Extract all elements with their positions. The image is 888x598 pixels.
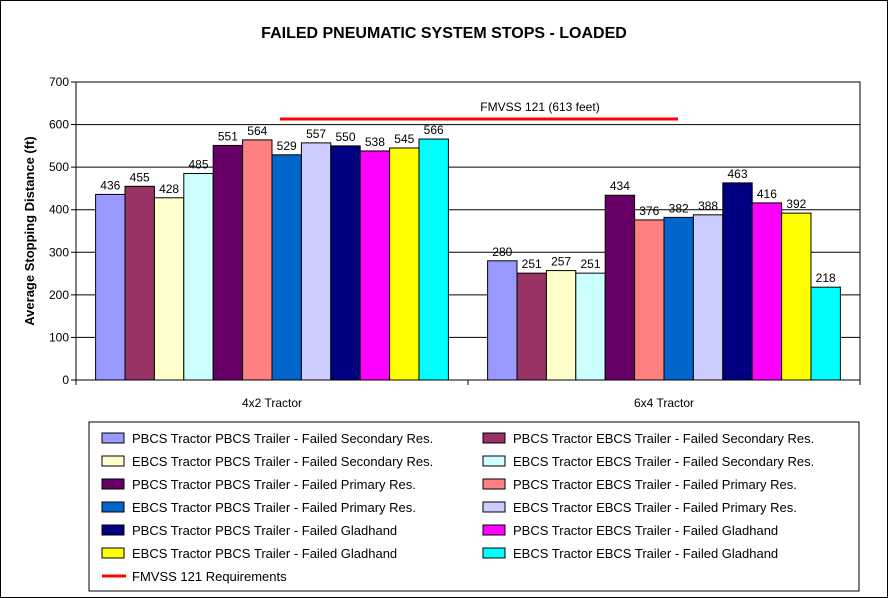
legend-entry: EBCS Tractor PBCS Trailer - Failed Prima… xyxy=(132,500,416,515)
axes-group: 0 100 200 300 400 500 600 700 4x2 Tractor 6x4 Tra… xyxy=(49,75,861,410)
data-label: 376 xyxy=(639,204,659,218)
data-label: 388 xyxy=(698,199,718,213)
bar xyxy=(516,272,547,381)
bar xyxy=(300,142,332,381)
bar xyxy=(95,193,126,381)
y-tick-label: 300 xyxy=(49,245,69,259)
data-label: 416 xyxy=(757,187,777,201)
data-label: 545 xyxy=(394,132,414,146)
data-label: 551 xyxy=(218,129,238,143)
legend-entry: PBCS Tractor EBCS Trailer - Failed Secon… xyxy=(513,431,814,446)
legend-swatch xyxy=(482,455,506,467)
data-label: 280 xyxy=(492,245,512,259)
data-label: 529 xyxy=(277,139,297,153)
legend-entry: FMVSS 121 Requirements xyxy=(132,569,287,584)
data-label: 455 xyxy=(130,170,150,184)
x-category-label: 6x4 Tractor xyxy=(634,396,694,410)
y-tick-label: 200 xyxy=(49,288,69,302)
y-tick-label: 500 xyxy=(49,160,69,174)
data-label: 251 xyxy=(522,257,542,271)
bar xyxy=(389,147,420,381)
legend-swatch xyxy=(482,547,506,559)
legend-entry: EBCS Tractor PBCS Trailer - Failed Secon… xyxy=(132,454,433,469)
bar xyxy=(183,173,214,381)
legend-entry: PBCS Tractor EBCS Trailer - Failed Gladh… xyxy=(513,523,778,538)
bar xyxy=(634,219,665,381)
data-label: 257 xyxy=(551,255,571,269)
reference-line-group: FMVSS 121 (613 feet) xyxy=(280,100,678,121)
bars-group: 436 455 428 485 551 564 529 557 550 538 545 566 280 2… xyxy=(95,123,841,381)
bar xyxy=(418,138,449,381)
legend-entry: EBCS Tractor EBCS Trailer - Failed Gladh… xyxy=(513,546,778,561)
legend: PBCS Tractor PBCS Trailer - Failed Secon… xyxy=(88,421,860,592)
legend-box xyxy=(88,421,860,592)
data-label: 463 xyxy=(727,167,747,181)
bar xyxy=(359,150,391,381)
legend-entry: PBCS Tractor PBCS Trailer - Failed Prima… xyxy=(132,477,416,492)
legend-entry: PBCS Tractor EBCS Trailer - Failed Prima… xyxy=(513,477,797,492)
legend-swatch xyxy=(482,501,506,513)
bar xyxy=(810,286,841,381)
data-label: 218 xyxy=(816,271,836,285)
data-label: 557 xyxy=(306,127,326,141)
legend-entry: PBCS Tractor PBCS Trailer - Failed Secon… xyxy=(132,431,433,446)
legend-entry: PBCS Tractor PBCS Trailer - Failed Gladh… xyxy=(132,523,397,538)
legend-entry: EBCS Tractor EBCS Trailer - Failed Secon… xyxy=(513,454,814,469)
legend-swatch xyxy=(482,478,506,490)
bar xyxy=(153,197,185,381)
y-tick-label: 700 xyxy=(49,75,69,89)
bar xyxy=(487,260,518,381)
bar xyxy=(545,270,577,381)
bar xyxy=(663,216,694,381)
legend-swatch xyxy=(101,547,125,559)
bar xyxy=(330,145,361,381)
data-label: 564 xyxy=(247,124,267,138)
legend-swatch xyxy=(101,524,125,536)
bar xyxy=(124,185,155,381)
bar xyxy=(722,182,753,381)
legend-swatch xyxy=(101,432,125,444)
data-label: 428 xyxy=(159,182,179,196)
legend-swatch xyxy=(101,455,125,467)
bar xyxy=(271,154,302,381)
legend-entry: EBCS Tractor EBCS Trailer - Failed Prima… xyxy=(513,500,797,515)
chart-title: FAILED PNEUMATIC SYSTEM STOPS - LOADED xyxy=(261,25,627,42)
bar xyxy=(242,139,273,381)
data-label: 434 xyxy=(610,179,630,193)
y-tick-label: 400 xyxy=(49,203,69,217)
legend-entry: EBCS Tractor PBCS Trailer - Failed Gladh… xyxy=(132,546,397,561)
data-label: 392 xyxy=(786,197,806,211)
legend-swatch xyxy=(101,501,125,513)
data-label: 251 xyxy=(580,257,600,271)
x-category-label: 4x2 Tractor xyxy=(242,396,302,410)
legend-swatch xyxy=(482,524,506,536)
bar xyxy=(212,144,244,381)
legend-swatch xyxy=(482,432,506,444)
bar xyxy=(751,202,783,381)
bar xyxy=(575,272,606,381)
data-label: 550 xyxy=(335,130,355,144)
data-label: 566 xyxy=(424,123,444,137)
bar xyxy=(781,212,812,381)
data-label: 382 xyxy=(669,201,689,215)
legend-swatch xyxy=(101,478,125,490)
y-tick-label: 100 xyxy=(49,330,69,344)
y-tick-label: 0 xyxy=(62,373,69,387)
y-axis-label: Average Stopping Distance (ft) xyxy=(22,136,37,325)
data-label: 538 xyxy=(365,135,385,149)
data-label: 485 xyxy=(188,158,208,172)
y-tick-label: 600 xyxy=(49,118,69,132)
bar xyxy=(692,214,724,381)
data-label: 436 xyxy=(100,178,120,192)
bar xyxy=(604,194,636,381)
reference-line-label: FMVSS 121 (613 feet) xyxy=(480,100,599,114)
